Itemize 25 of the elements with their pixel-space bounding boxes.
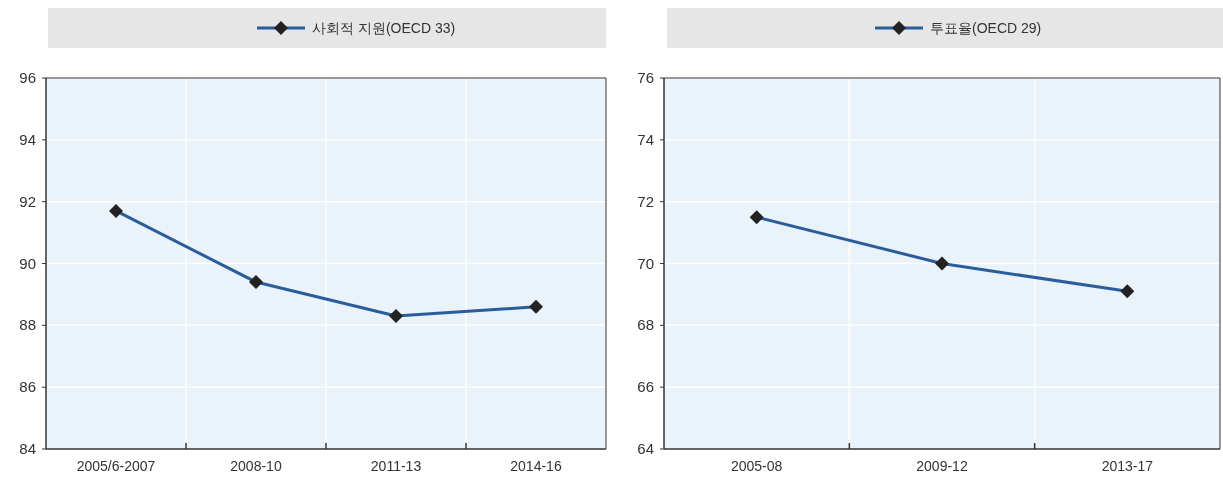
legend: 사회적 지원(OECD 33) xyxy=(48,8,606,48)
y-tick-label: 96 xyxy=(19,69,36,86)
y-tick-label: 68 xyxy=(637,316,654,334)
y-tick-label: 86 xyxy=(19,378,36,396)
y-tick-label: 64 xyxy=(637,440,654,457)
legend-label: 사회적 지원(OECD 33) xyxy=(312,20,456,36)
x-tick-label: 2011-13 xyxy=(370,458,422,474)
y-tick-label: 94 xyxy=(19,130,36,148)
y-tick-label: 72 xyxy=(637,192,654,210)
y-tick-label: 66 xyxy=(637,378,654,396)
y-tick-label: 84 xyxy=(19,440,36,457)
x-tick-label: 2005-08 xyxy=(730,458,783,474)
legend-label: 투표율(OECD 29) xyxy=(930,20,1042,36)
y-tick-label: 90 xyxy=(19,254,36,272)
y-tick-label: 92 xyxy=(19,192,36,210)
y-tick-label: 88 xyxy=(19,316,36,334)
legend: 투표율(OECD 29) xyxy=(667,8,1223,48)
x-tick-label: 2008-10 xyxy=(230,458,282,474)
x-tick-label: 2005/6-2007 xyxy=(76,458,156,474)
x-tick-label: 2009-12 xyxy=(916,458,968,474)
y-tick-label: 74 xyxy=(637,130,654,148)
x-tick-label: 2013-17 xyxy=(1101,458,1154,474)
y-tick-label: 70 xyxy=(637,254,654,272)
x-tick-label: 2014-16 xyxy=(510,458,562,474)
y-tick-label: 76 xyxy=(637,69,654,86)
